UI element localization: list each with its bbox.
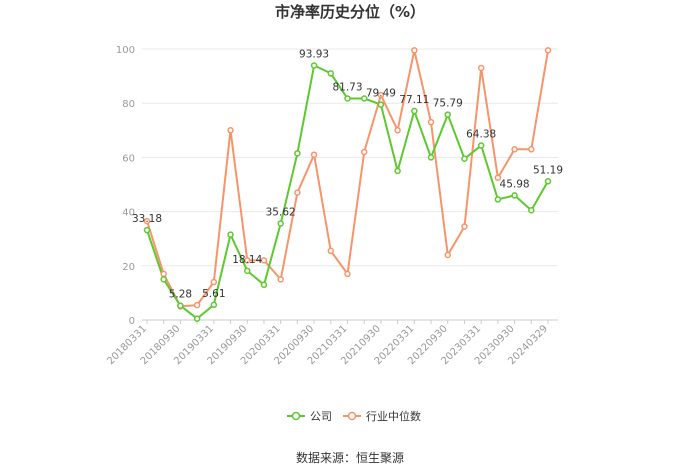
- data-point[interactable]: [327, 70, 335, 77]
- data-point[interactable]: [277, 276, 284, 283]
- data-point[interactable]: [177, 302, 184, 309]
- data-point[interactable]: [411, 107, 418, 115]
- data-point[interactable]: [544, 178, 552, 185]
- data-point[interactable]: [461, 223, 468, 230]
- data-point[interactable]: [327, 247, 335, 255]
- x-axis: 2018033120180930201903312019093020200331…: [105, 320, 550, 367]
- data-point[interactable]: [160, 270, 167, 278]
- data-label: 5.61: [202, 288, 225, 300]
- data-point[interactable]: [294, 150, 301, 157]
- data-point[interactable]: [277, 220, 284, 227]
- data-point[interactable]: [444, 111, 451, 118]
- data-point[interactable]: [143, 226, 151, 234]
- y-tick-label: 20: [122, 262, 135, 273]
- legend-label-industry: 行业中位数: [366, 409, 421, 423]
- data-point[interactable]: [427, 154, 435, 161]
- data-point[interactable]: [461, 155, 468, 163]
- data-point[interactable]: [427, 118, 435, 126]
- legend: 公司 行业中位数: [287, 409, 421, 423]
- data-point[interactable]: [360, 148, 368, 156]
- y-tick-label: 0: [129, 316, 135, 327]
- data-point[interactable]: [227, 231, 234, 238]
- y-tick-label: 80: [122, 99, 135, 110]
- data-point[interactable]: [394, 167, 401, 175]
- data-point[interactable]: [210, 301, 218, 309]
- data-point[interactable]: [344, 270, 351, 278]
- series-layer: [143, 47, 552, 322]
- legend-label-company: 公司: [310, 410, 332, 423]
- data-labels: 33.18 5.28 5.61 18.14 35.62 93.93 81.73 79.4977…: [132, 48, 563, 300]
- source-note: 数据来源：恒生聚源: [296, 450, 404, 465]
- y-tick-label: 40: [122, 208, 135, 219]
- data-point[interactable]: [310, 151, 318, 158]
- data-point[interactable]: [494, 174, 502, 181]
- data-point[interactable]: [544, 47, 552, 54]
- data-point[interactable]: [477, 142, 485, 149]
- data-label: 45.98: [500, 178, 530, 190]
- y-tick-label: 100: [116, 45, 135, 56]
- data-point[interactable]: [260, 257, 268, 264]
- data-label: 35.62: [266, 206, 296, 218]
- data-label: 18.14: [232, 254, 262, 266]
- data-point[interactable]: [477, 64, 485, 72]
- data-label: 64.38: [466, 129, 496, 141]
- data-point[interactable]: [360, 95, 368, 102]
- data-point[interactable]: [494, 196, 502, 203]
- data-point[interactable]: [394, 127, 401, 134]
- data-point[interactable]: [244, 267, 251, 275]
- data-point[interactable]: [193, 301, 201, 309]
- data-point[interactable]: [528, 206, 535, 214]
- data-point[interactable]: [444, 251, 451, 259]
- data-label: 51.19: [533, 164, 563, 176]
- data-label: 79.49: [366, 88, 396, 100]
- data-point[interactable]: [244, 257, 251, 264]
- data-label: 93.93: [299, 48, 329, 60]
- y-tick-label: 60: [122, 153, 135, 164]
- data-point[interactable]: [260, 281, 268, 289]
- grid: [142, 48, 558, 321]
- data-point[interactable]: [344, 95, 351, 102]
- data-point[interactable]: [210, 278, 218, 286]
- data-point[interactable]: [294, 189, 301, 196]
- data-point[interactable]: [310, 62, 318, 69]
- data-point[interactable]: [528, 146, 535, 153]
- data-label: 5.28: [169, 289, 192, 301]
- data-point[interactable]: [511, 146, 518, 153]
- data-point[interactable]: [227, 127, 234, 134]
- data-point[interactable]: [143, 217, 151, 225]
- data-label: 33.18: [132, 213, 162, 225]
- data-point[interactable]: [411, 47, 418, 54]
- chart-title: 市净率历史分位（%）: [275, 3, 425, 21]
- y-axis: 0 20 40 60 80 100: [116, 45, 135, 327]
- legend-item-industry[interactable]: 行业中位数: [343, 409, 421, 423]
- data-label: 75.79: [433, 98, 463, 110]
- data-point[interactable]: [193, 315, 201, 322]
- data-label: 77.11: [399, 94, 429, 106]
- data-point[interactable]: [377, 101, 385, 108]
- data-point[interactable]: [160, 276, 167, 283]
- data-point[interactable]: [511, 192, 518, 199]
- data-label: 81.73: [332, 82, 362, 94]
- data-point[interactable]: [377, 91, 385, 99]
- legend-item-company[interactable]: 公司: [287, 410, 332, 423]
